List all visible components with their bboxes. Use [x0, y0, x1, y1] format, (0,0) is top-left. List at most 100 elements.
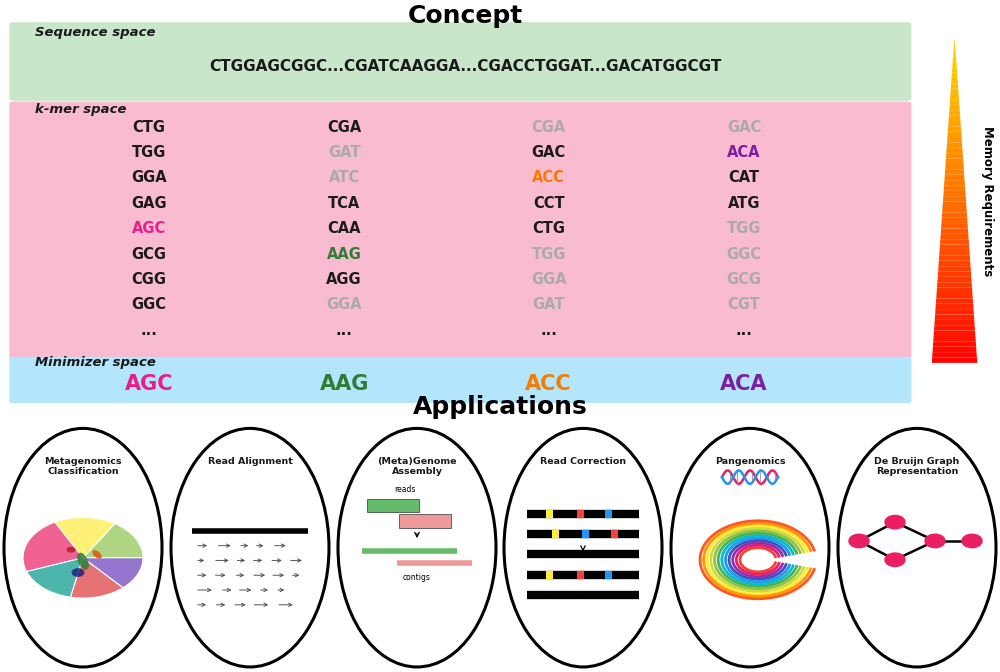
Polygon shape — [937, 288, 972, 293]
FancyBboxPatch shape — [9, 101, 911, 359]
FancyBboxPatch shape — [399, 514, 451, 528]
Polygon shape — [934, 331, 975, 336]
Wedge shape — [83, 558, 143, 588]
Wedge shape — [27, 558, 83, 597]
Ellipse shape — [671, 429, 829, 667]
Text: GCG: GCG — [131, 247, 166, 261]
Ellipse shape — [504, 429, 662, 667]
Polygon shape — [953, 51, 956, 56]
Text: (Meta)Genome
Assembly: (Meta)Genome Assembly — [377, 457, 457, 476]
Ellipse shape — [77, 552, 89, 570]
Ellipse shape — [72, 569, 84, 577]
Text: De Bruijn Graph
Representation: De Bruijn Graph Representation — [874, 457, 960, 476]
Polygon shape — [946, 148, 963, 153]
Polygon shape — [949, 116, 960, 121]
Wedge shape — [71, 558, 123, 598]
Text: AGG: AGG — [326, 272, 362, 287]
Polygon shape — [952, 73, 957, 78]
Polygon shape — [932, 358, 977, 363]
Polygon shape — [950, 99, 959, 105]
Wedge shape — [83, 523, 143, 558]
Circle shape — [885, 515, 905, 529]
Polygon shape — [945, 169, 964, 175]
Polygon shape — [951, 78, 958, 83]
Text: k-mer space: k-mer space — [35, 103, 127, 116]
Text: TGG: TGG — [727, 221, 761, 236]
Polygon shape — [948, 121, 961, 126]
Text: CTG: CTG — [532, 221, 565, 236]
Text: CGA: CGA — [327, 120, 361, 134]
Polygon shape — [935, 304, 974, 309]
Polygon shape — [945, 164, 964, 169]
Polygon shape — [937, 277, 972, 282]
Text: GGC: GGC — [131, 297, 166, 312]
Polygon shape — [947, 142, 962, 148]
Wedge shape — [55, 517, 115, 558]
Polygon shape — [941, 228, 968, 234]
Text: GGA: GGA — [131, 170, 167, 185]
Text: ...: ... — [140, 323, 157, 338]
Text: ACC: ACC — [532, 170, 565, 185]
Text: Pangenomics: Pangenomics — [715, 457, 785, 466]
Polygon shape — [949, 105, 960, 110]
Polygon shape — [953, 46, 956, 51]
Text: TGG: TGG — [532, 247, 566, 261]
Polygon shape — [943, 196, 966, 202]
Ellipse shape — [338, 429, 496, 667]
Polygon shape — [949, 110, 960, 116]
Text: GGA: GGA — [326, 297, 362, 312]
Ellipse shape — [92, 550, 102, 558]
Polygon shape — [952, 67, 957, 73]
Text: GCG: GCG — [726, 272, 762, 287]
Circle shape — [925, 534, 945, 548]
Ellipse shape — [838, 429, 996, 667]
Text: AGC: AGC — [125, 374, 173, 394]
Text: GGA: GGA — [531, 272, 567, 287]
Text: ATG: ATG — [728, 196, 760, 211]
FancyBboxPatch shape — [9, 357, 911, 403]
Ellipse shape — [4, 429, 162, 667]
Polygon shape — [932, 347, 977, 352]
Polygon shape — [933, 341, 976, 347]
Text: GGC: GGC — [726, 247, 762, 261]
Polygon shape — [938, 266, 971, 271]
FancyBboxPatch shape — [367, 499, 419, 512]
Text: reads: reads — [394, 485, 416, 494]
Text: Concept: Concept — [407, 4, 523, 28]
Polygon shape — [941, 218, 968, 223]
Polygon shape — [933, 336, 976, 341]
Text: AAG: AAG — [327, 247, 362, 261]
Polygon shape — [946, 153, 963, 159]
Polygon shape — [939, 255, 970, 261]
Text: AGC: AGC — [132, 221, 166, 236]
Polygon shape — [947, 132, 962, 137]
Text: ACC: ACC — [525, 374, 572, 394]
Polygon shape — [934, 325, 975, 331]
FancyBboxPatch shape — [9, 22, 911, 101]
Text: ATC: ATC — [329, 170, 360, 185]
Polygon shape — [935, 314, 974, 320]
Polygon shape — [937, 282, 972, 288]
Text: Metagenomics
Classification: Metagenomics Classification — [44, 457, 122, 476]
Text: Applications: Applications — [413, 394, 587, 419]
Polygon shape — [940, 239, 969, 245]
Polygon shape — [944, 180, 965, 185]
Text: ...: ... — [736, 323, 752, 338]
Polygon shape — [940, 245, 969, 250]
Polygon shape — [940, 234, 969, 239]
Polygon shape — [943, 202, 966, 207]
Polygon shape — [939, 250, 970, 255]
Circle shape — [962, 534, 982, 548]
Text: ...: ... — [540, 323, 557, 338]
Text: GAC: GAC — [727, 120, 761, 134]
Text: ACA: ACA — [720, 374, 768, 394]
Text: GAC: GAC — [532, 145, 566, 160]
Text: Read Correction: Read Correction — [540, 457, 626, 466]
Text: Read Alignment: Read Alignment — [208, 457, 292, 466]
Text: ...: ... — [336, 323, 353, 338]
Polygon shape — [938, 271, 971, 277]
Polygon shape — [950, 94, 959, 99]
Circle shape — [885, 553, 905, 566]
Polygon shape — [943, 191, 966, 196]
Text: TCA: TCA — [328, 196, 360, 211]
